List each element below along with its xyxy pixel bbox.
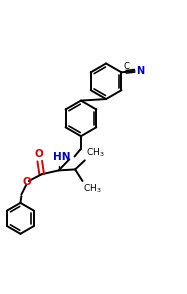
Text: CH$_3$: CH$_3$ — [83, 183, 102, 195]
Text: C: C — [124, 62, 129, 71]
Text: CH$_3$: CH$_3$ — [86, 147, 104, 159]
Text: O: O — [35, 149, 44, 159]
Text: O: O — [23, 177, 32, 187]
Text: N: N — [137, 66, 145, 76]
Text: HN: HN — [53, 153, 70, 163]
